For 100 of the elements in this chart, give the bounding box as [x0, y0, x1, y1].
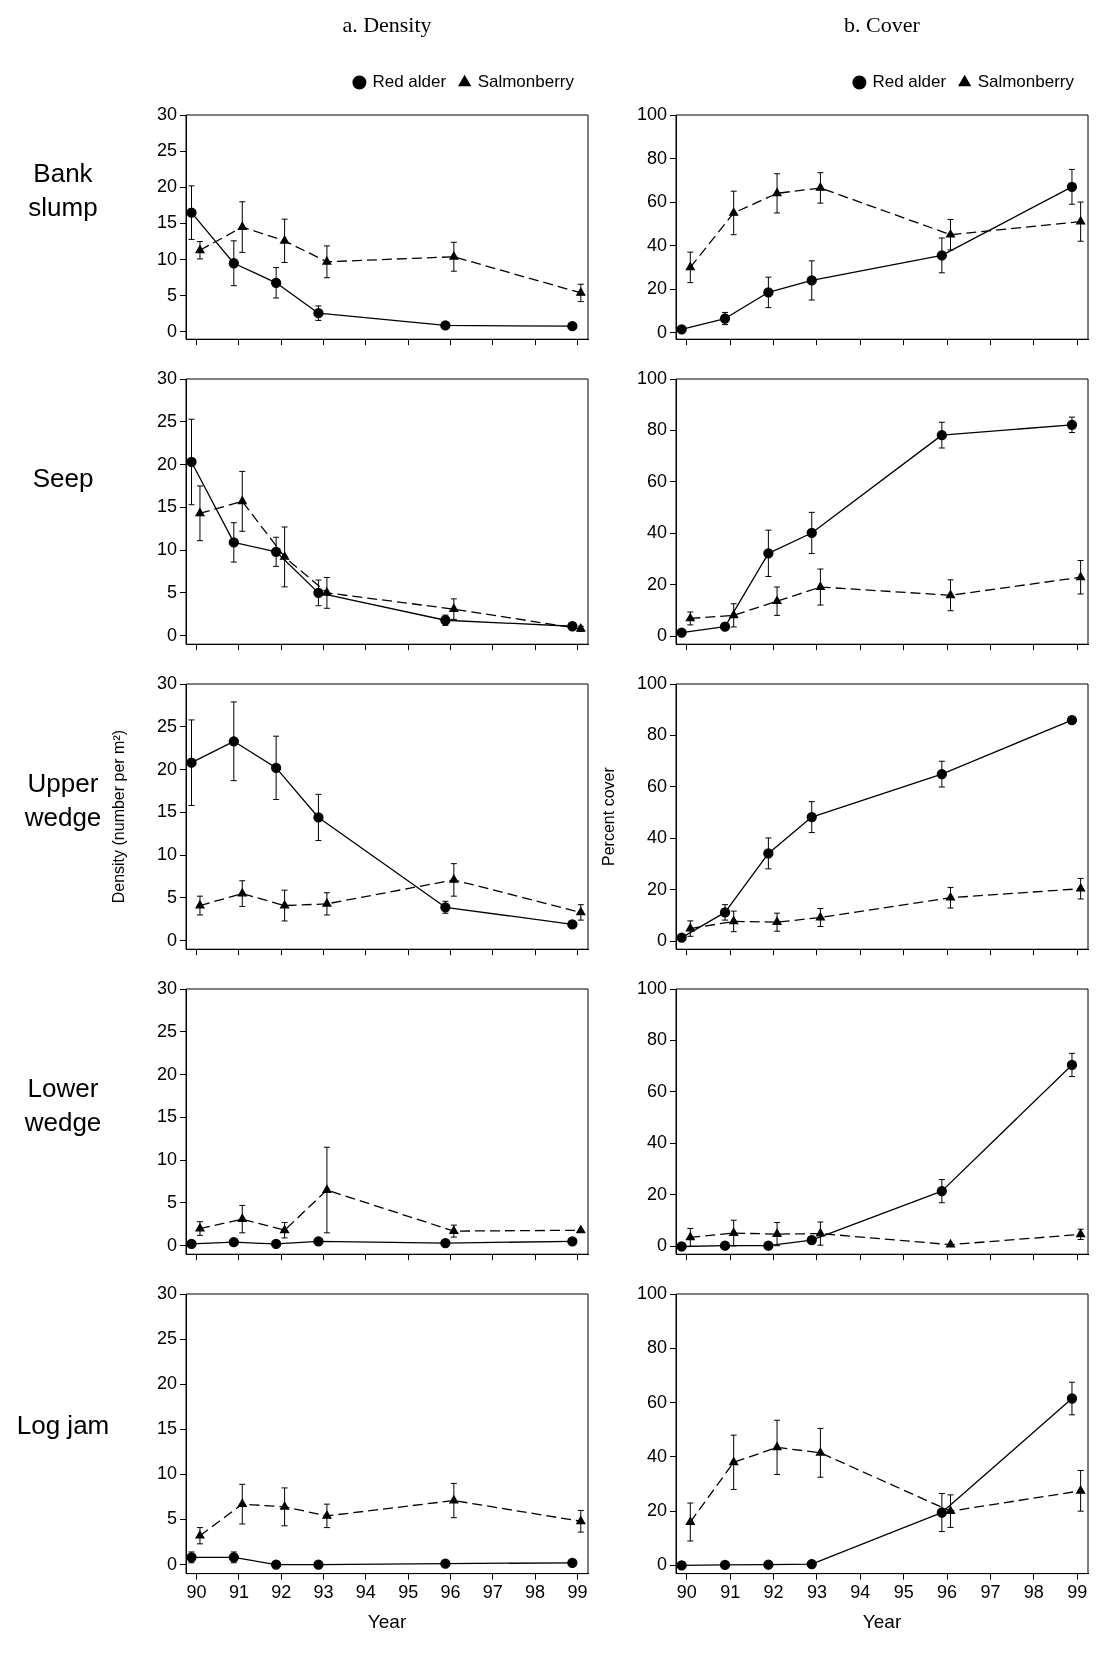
point: [806, 1234, 817, 1246]
point: [1076, 883, 1086, 892]
y-tick-label: 5: [166, 581, 177, 602]
text: Log jam: [15, 1409, 111, 1442]
y-tick-label: 10: [156, 844, 177, 865]
y-tick-label: 25: [156, 715, 177, 736]
text: Upper wedge: [24, 767, 102, 832]
y-tick-label: 25: [156, 1020, 177, 1041]
x-tick-label: 92: [271, 1582, 292, 1603]
x-tick-label: 97: [482, 1582, 503, 1603]
point: [567, 1557, 578, 1568]
x-tick-label: 98: [525, 1582, 546, 1603]
y-tick-label: 0: [656, 930, 667, 951]
y-tick-label: 5: [166, 1508, 177, 1529]
x-tick-label: 99: [567, 1582, 588, 1603]
y-tick-label: 25: [156, 1328, 177, 1349]
y-tick-label: 20: [646, 573, 667, 594]
y-tick-label: 5: [166, 1191, 177, 1212]
y-tick-label: 100: [636, 1282, 667, 1303]
point: [270, 1559, 282, 1570]
point: [676, 1560, 687, 1571]
text: Lower wedge: [23, 1071, 103, 1139]
x-tick-label: 91: [720, 1582, 741, 1603]
y-tick-label: 10: [156, 248, 177, 269]
y-tick-label: 20: [156, 1373, 177, 1394]
y-tick-label: 30: [156, 367, 177, 388]
x-tick-label: 95: [893, 1582, 914, 1603]
y-tick-label: 20: [646, 878, 667, 899]
point: [806, 1558, 817, 1570]
y-tick-label: 15: [156, 801, 177, 822]
y-tick-label: 60: [646, 191, 667, 212]
y-tick-label: 60: [646, 775, 667, 796]
y-tick-label: 60: [646, 470, 667, 491]
y-tick-label: 25: [156, 410, 177, 431]
y-tick-label: 30: [156, 1282, 177, 1303]
y-tick-label: 0: [656, 1235, 667, 1256]
point: [719, 1559, 731, 1571]
y-tick-label: 60: [646, 1391, 667, 1412]
y-tick-label: 100: [636, 977, 667, 998]
x-tick-label: 94: [850, 1582, 871, 1603]
point: [945, 892, 956, 901]
y-tick-label: 100: [636, 367, 667, 388]
point: [313, 1559, 324, 1570]
y-tick-label: 0: [656, 321, 667, 342]
chart-title: a. Density: [341, 12, 433, 38]
y-tick-label: 0: [166, 320, 177, 341]
x-axis-title: Year: [862, 1610, 902, 1632]
y-tick-label: 30: [156, 672, 177, 693]
x-tick-label: 99: [1067, 1582, 1088, 1603]
y-tick-label: 10: [156, 539, 177, 560]
y-tick-label: 5: [166, 886, 177, 907]
y-tick-label: 20: [156, 453, 177, 474]
point: [1076, 216, 1086, 225]
point: [676, 1241, 687, 1252]
y-tick-label: 80: [646, 1029, 667, 1050]
y-tick-label: 20: [646, 278, 667, 299]
x-tick-label: 96: [937, 1582, 958, 1603]
point: [815, 1447, 825, 1456]
y-tick-label: 10: [156, 1149, 177, 1170]
y-tick-label: 60: [646, 1080, 667, 1101]
y-tick-label: 0: [656, 625, 667, 646]
point: [1066, 714, 1078, 726]
y-tick-label: 20: [156, 1063, 177, 1084]
y-tick-label: 30: [156, 103, 177, 124]
y-tick-label: 20: [156, 758, 177, 779]
y-tick-label: 20: [646, 1183, 667, 1204]
y-tick-label: 0: [656, 1554, 667, 1575]
y-tick-label: 40: [646, 827, 667, 848]
y-tick-label: 80: [646, 724, 667, 745]
legend-label: Red alder: [872, 72, 947, 92]
y-tick-label: 0: [166, 1553, 177, 1574]
y-tick-label: 20: [156, 176, 177, 197]
point: [440, 1558, 451, 1569]
chart-title: b. Cover: [843, 12, 921, 38]
point: [945, 229, 956, 238]
y-tick-label: 0: [166, 1234, 177, 1255]
y-tick-label: 15: [156, 1418, 177, 1439]
x-tick-label: 90: [676, 1582, 697, 1603]
x-axis-title: Year: [367, 1610, 407, 1632]
y-tick-label: 80: [646, 147, 667, 168]
text: Seep: [31, 461, 95, 495]
point: [676, 932, 687, 943]
point: [719, 621, 731, 632]
x-tick-label: 91: [228, 1582, 249, 1603]
y-tick-label: 40: [646, 1445, 667, 1466]
legend-label: Red alder: [372, 72, 447, 92]
y-axis-title: Percent cover: [600, 766, 618, 866]
y-tick-label: 100: [636, 672, 667, 693]
x-tick-label: 90: [186, 1582, 207, 1603]
y-tick-label: 80: [646, 419, 667, 440]
x-tick-label: 94: [355, 1582, 376, 1603]
y-tick-label: 40: [646, 522, 667, 543]
y-tick-label: 20: [646, 1500, 667, 1521]
text: Bank slump: [27, 156, 99, 224]
y-tick-label: 100: [636, 103, 667, 124]
y-tick-label: 15: [156, 1106, 177, 1127]
point: [567, 321, 578, 332]
y-tick-label: 10: [156, 1463, 177, 1484]
x-tick-label: 95: [398, 1582, 419, 1603]
y-tick-label: 0: [166, 624, 177, 645]
